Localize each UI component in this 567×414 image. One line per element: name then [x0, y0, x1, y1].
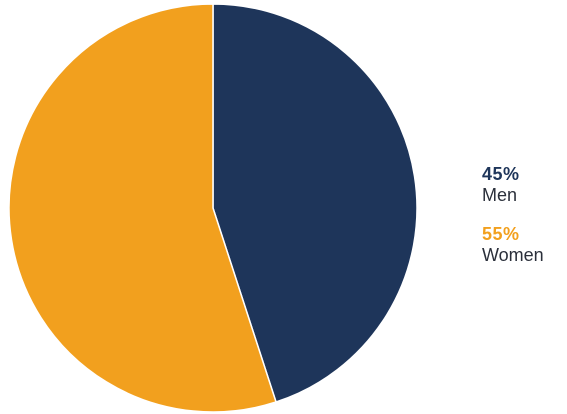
pie-slice-men — [212, 3, 418, 403]
legend-item-women: 55% Women — [482, 224, 544, 266]
legend-men-percent: 45% — [482, 164, 520, 184]
legend-men-label: Men — [482, 185, 518, 205]
legend-women-label: Women — [482, 245, 544, 265]
chart-legend: 45% Men 55% Women — [482, 164, 544, 284]
pie-slice-women — [8, 3, 277, 413]
legend-women-percent: 55% — [482, 224, 520, 244]
legend-item-men: 45% Men — [482, 164, 544, 206]
